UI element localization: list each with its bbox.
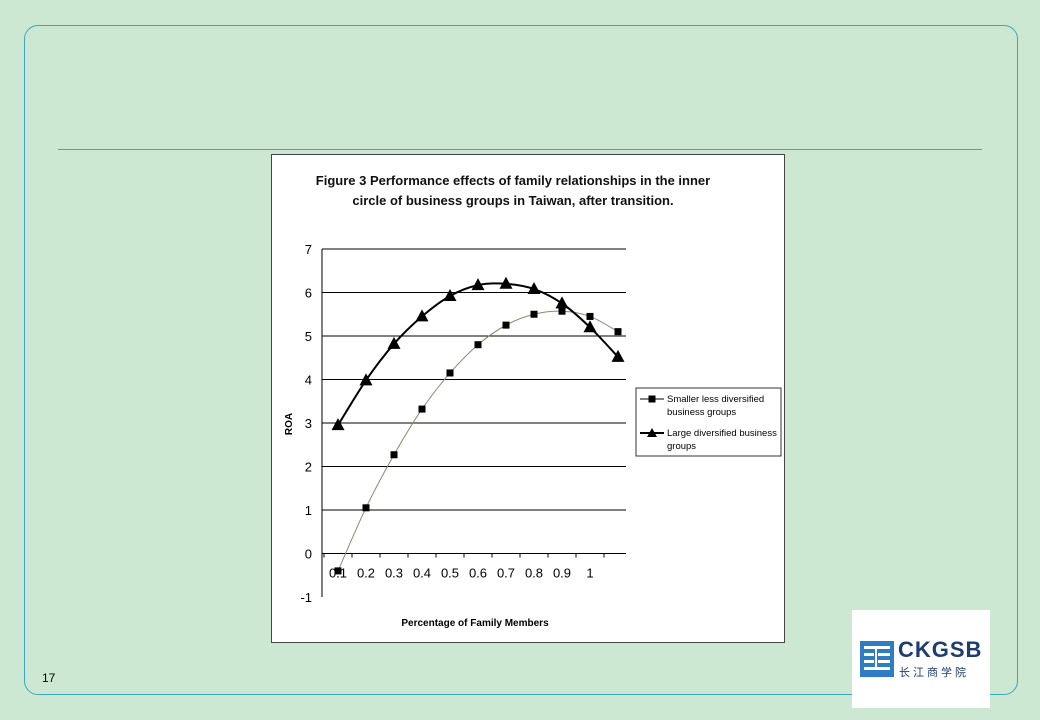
x-tick-label: 0.5 [441,566,459,581]
legend: Smaller less diversified business groups… [635,387,782,457]
chart-svg: Figure 3 Performance effects of family r… [284,173,782,629]
y-tick-label: 4 [305,373,312,388]
data-point-triangle [331,418,345,431]
chart-title-line-2: circle of business groups in Taiwan, aft… [352,193,673,208]
data-point-square [334,567,342,575]
data-point-square [530,310,538,318]
data-point-triangle [583,320,597,333]
y-axis-label: ROA [284,413,295,435]
x-axis-label: Percentage of Family Members [401,618,549,629]
x-tick-label: 0.4 [413,566,431,581]
x-tick-label: 0.9 [553,566,571,581]
data-point-square [558,307,566,315]
series-markers [331,276,625,575]
gridlines [322,248,626,511]
series-lines [337,282,619,572]
x-tick-label: 0.3 [385,566,403,581]
legend-label-large-2: groups [667,441,696,452]
data-point-triangle [443,288,457,301]
page-number: 17 [42,671,56,685]
axes [321,249,626,597]
x-tick-labels: 0.10.20.30.40.50.60.70.80.91 [329,566,594,581]
series-line-0 [337,310,619,572]
data-point-square [390,451,398,459]
chart-title-line-1: Figure 3 Performance effects of family r… [316,173,710,188]
data-point-triangle [611,349,625,362]
legend-label-large-1: Large diversified business [667,428,777,439]
x-tick-label: 0.7 [497,566,515,581]
data-point-square [586,312,594,320]
legend-label-smaller-2: business groups [667,407,736,418]
legend-marker-square [648,395,656,403]
data-point-triangle [499,276,513,289]
x-tick-label: 0.6 [469,566,487,581]
data-point-square [418,405,426,413]
y-tick-label: -1 [300,590,312,605]
data-point-triangle [527,282,541,295]
y-tick-label: 7 [305,242,312,257]
data-point-square [474,341,482,349]
logo-emblem-icon [860,641,894,677]
y-tick-labels: 7 6 5 4 3 2 1 0 -1 [300,242,312,605]
legend-marker-triangle [647,428,657,437]
ckgsb-logo: CKGSB 长江商学院 [852,610,990,708]
y-tick-label: 6 [305,286,312,301]
legend-label-smaller-1: Smaller less diversified [667,394,764,405]
y-tick-label: 5 [305,329,312,344]
data-point-square [362,504,370,512]
x-tick-label: 1 [586,566,593,581]
data-point-square [614,328,622,336]
logo-latin-text: CKGSB [898,637,983,662]
x-tick-label: 0.2 [357,566,375,581]
data-point-triangle [415,309,429,322]
data-point-square [502,321,510,329]
data-point-triangle [555,296,569,309]
logo-cjk-text: 长江商学院 [899,666,969,679]
y-tick-label: 1 [305,503,312,518]
data-point-triangle [471,278,485,291]
y-tick-label: 0 [305,547,312,562]
title-divider [58,149,982,150]
y-tick-label: 3 [305,416,312,431]
slide-frame [24,25,1018,695]
y-tick-label: 2 [305,460,312,475]
data-point-triangle [359,373,373,386]
data-point-triangle [387,336,401,349]
x-tick-label: 0.8 [525,566,543,581]
data-point-square [446,369,454,377]
chart-container: Figure 3 Performance effects of family r… [271,154,785,643]
series-line-1 [337,282,619,426]
